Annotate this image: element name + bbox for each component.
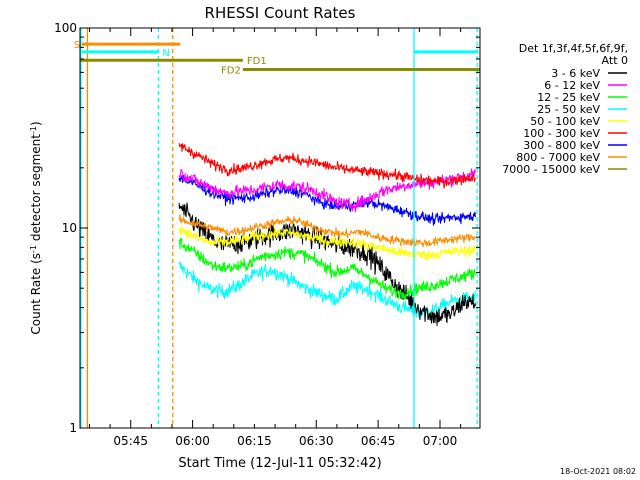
y-axis-label-mid: detector segment: [29, 134, 43, 245]
x-axis-label: Start Time (12-Jul-11 05:32:42): [178, 456, 381, 471]
y-axis-label-sup1: -1: [29, 245, 38, 253]
legend-label-100-300-kev: 100 - 300 keV: [523, 127, 600, 140]
x-tick-label: 06:00: [175, 434, 210, 448]
series-line-6-12-kev: [178, 168, 476, 213]
state-bar-layer: S N FD1 FD2: [74, 40, 480, 77]
flare-bar-label-fd2: FD2: [221, 66, 241, 77]
y-tick-label: 100: [54, 21, 77, 35]
y-tick-label: 10: [62, 221, 77, 235]
series-line-800-7000-kev: [178, 214, 476, 248]
flare-bar-label-fd1: FD1: [247, 56, 267, 67]
legend-label-300-800-kev: 300 - 800 keV: [523, 139, 600, 152]
footer-timestamp: 18-Oct-2021 08:02: [560, 467, 636, 476]
legend-label-12-25-kev: 12 - 25 keV: [537, 91, 600, 104]
x-tick-label: 07:00: [423, 434, 458, 448]
y-tick-label: 1: [69, 421, 77, 435]
x-tick-label: 05:45: [113, 434, 148, 448]
legend-label-50-100-kev: 50 - 100 keV: [530, 115, 600, 128]
x-tick-label: 06:30: [299, 434, 334, 448]
detector-info-line-2: Att 0: [602, 54, 628, 67]
attenuator-bar-label-s: S: [74, 40, 80, 51]
legend-label-3-6-kev: 3 - 6 keV: [551, 67, 600, 80]
legend-label-25-50-kev: 25 - 50 keV: [537, 103, 600, 116]
y-axis-label: Count Rate (s-1 detector segment-1): [29, 121, 43, 334]
legend: Det 1f,3f,4f,5f,6f,9f, Att 0 3 - 6 keV6 …: [502, 42, 628, 176]
attenuator-bar-label-n: N: [162, 48, 169, 59]
legend-label-6-12-kev: 6 - 12 keV: [544, 79, 600, 92]
detector-info-line-1: Det 1f,3f,4f,5f,6f,9f,: [519, 42, 628, 55]
y-tick-layer: 1 10 100: [54, 21, 480, 435]
y-axis-label-main: Count Rate (s: [29, 253, 43, 335]
series-line-12-25-kev: [178, 237, 476, 301]
x-tick-layer: 05:45 06:00 06:15 06:30 06:45 07:00: [88, 28, 462, 448]
series-line-100-300-kev: [178, 142, 476, 189]
x-tick-label: 06:45: [361, 434, 396, 448]
y-axis-label-end: ): [29, 121, 43, 126]
series-line-300-800-kev: [178, 175, 476, 226]
y-axis-label-sup2: -1: [29, 126, 38, 134]
chart-title: RHESSI Count Rates: [205, 4, 356, 22]
legend-label-7000-15000-kev: 7000 - 15000 keV: [502, 163, 600, 176]
series-layer: [178, 142, 476, 326]
series-line-50-100-kev: [178, 226, 476, 261]
legend-label-800-7000-kev: 800 - 7000 keV: [516, 151, 600, 164]
x-tick-label: 06:15: [237, 434, 272, 448]
